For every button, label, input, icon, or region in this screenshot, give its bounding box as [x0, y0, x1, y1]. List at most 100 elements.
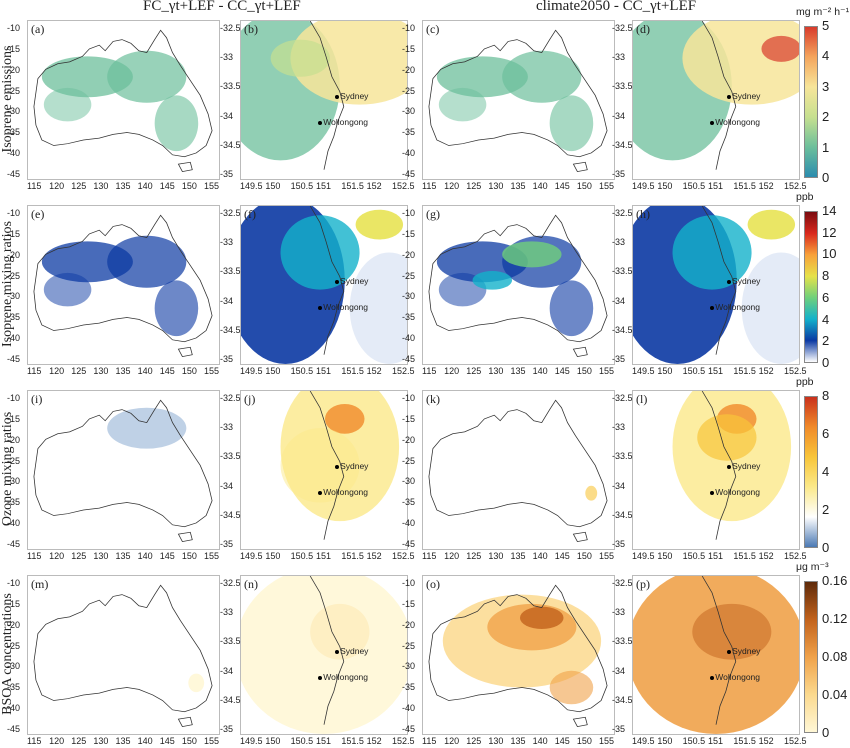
colorbar-tick-label: 4: [822, 48, 830, 64]
colorbar-tick-label: 0.16: [822, 573, 848, 588]
y-tick-label: -35: [7, 312, 21, 323]
field-wash: [633, 576, 799, 734]
y-tick-label: -30: [402, 476, 416, 487]
australia-map: [428, 214, 608, 357]
x-tick-label: 150: [576, 736, 592, 746]
y-tick-label: -45: [402, 354, 416, 364]
x-tick-label: 135: [115, 366, 131, 376]
field-blob: [290, 21, 407, 105]
y-tick-label: -20: [402, 434, 416, 445]
y-tick-label: -34: [220, 480, 234, 491]
map-panel: (c): [422, 20, 615, 180]
y-tick-label: -34: [612, 110, 626, 121]
australia-coastline: [33, 214, 213, 343]
x-tick-label: 125: [466, 366, 482, 376]
x-tick-label: 152.5: [784, 551, 807, 561]
field-wash: [436, 50, 594, 152]
panel-label: (c): [426, 22, 440, 36]
y-tick-label: -33.5: [220, 451, 241, 462]
x-tick-label: 115: [422, 551, 437, 561]
header-right: climate2050 - CC_γt+LEF: [536, 0, 697, 14]
colorbar-unit: ppb: [796, 191, 814, 203]
x-tick-label: 155: [204, 736, 220, 746]
australia-map: [33, 214, 213, 357]
x-tick-label: 150: [265, 181, 281, 191]
y-tick-label: -15: [402, 228, 416, 239]
y-tick-label: -33.5: [612, 636, 633, 647]
colorbar-tick-label: 6: [822, 426, 830, 441]
row-label: Isoprene emissions: [0, 45, 15, 153]
field-blob: [549, 670, 594, 705]
y-tick-label: -33.5: [612, 81, 633, 92]
y-tick-label: -34.5: [220, 139, 241, 150]
tasmania-coastline: [572, 716, 588, 727]
sydney-region-map: [633, 21, 799, 170]
sydney-region-map: [241, 576, 407, 734]
y-tick-label: -30: [7, 661, 21, 672]
x-tick-label: 151: [316, 736, 332, 746]
x-tick-label: 130: [488, 736, 504, 746]
tasmania-coastline: [177, 531, 193, 542]
y-tick-label: -30: [7, 476, 21, 487]
y-tick-label: -35: [220, 169, 234, 179]
field-wash: [41, 235, 199, 337]
x-tick-label: 135: [510, 366, 526, 376]
field-blob: [502, 50, 582, 103]
x-tick-label: 125: [71, 366, 87, 376]
y-tick-label: -34.5: [220, 694, 241, 705]
y-tick-label: -20: [402, 249, 416, 260]
field-wash: [672, 391, 792, 522]
y-tick-label: -33.5: [220, 636, 241, 647]
field-wash: [633, 206, 799, 364]
x-tick-label: 151.5: [341, 366, 364, 376]
field-blob: [41, 56, 133, 98]
x-tick-label: 130: [93, 181, 109, 191]
y-tick-label: -33: [220, 52, 234, 63]
map-panel: (n) Sydney Wollongong: [240, 575, 408, 735]
x-tick-label: 151.5: [733, 736, 756, 746]
city-wollongong: Wollongong: [710, 117, 760, 127]
sydney-region-map: [633, 576, 799, 734]
map-panel: (h) Sydney Wollongong: [632, 205, 800, 365]
panel-label: (h): [636, 207, 650, 221]
y-tick-label: -35: [220, 539, 234, 549]
field-wash: [442, 594, 602, 705]
x-tick-label: 151: [316, 181, 332, 191]
y-tick-label: -15: [402, 413, 416, 424]
y-tick-label: -35: [612, 724, 626, 734]
x-tick-label: 150: [181, 181, 197, 191]
y-tick-label: -45: [402, 539, 416, 549]
x-tick-label: 150: [657, 736, 673, 746]
y-tick-label: -20: [7, 434, 21, 445]
map-panel: (p) Sydney Wollongong: [632, 575, 800, 735]
x-tick-label: 152.5: [392, 736, 415, 746]
y-tick-label: -34.5: [220, 324, 241, 335]
panel-label: (p): [636, 577, 650, 591]
map-panel: (e): [27, 205, 220, 365]
map-panel: (f) Sydney Wollongong: [240, 205, 408, 365]
colorbar-tick-label: 0: [822, 540, 830, 555]
y-tick-label: -32.5: [612, 578, 633, 588]
y-tick-label: -15: [7, 228, 21, 239]
x-tick-label: 135: [115, 736, 131, 746]
city-marker: [710, 305, 715, 310]
city-label: Wollongong: [715, 302, 761, 312]
field-wash: [436, 235, 594, 337]
sydney-region-map: [672, 391, 792, 540]
field-blob: [43, 87, 92, 122]
panel-label: (b): [244, 22, 258, 36]
colorbar-tick-label: 0.04: [822, 687, 848, 702]
x-tick-label: 140: [137, 181, 153, 191]
tasmania-coastline: [572, 531, 588, 542]
y-tick-label: -32.5: [220, 208, 241, 218]
x-tick-label: 149.5: [240, 366, 263, 376]
field-blob: [310, 603, 370, 660]
field-blob: [672, 215, 752, 290]
nsw-coastline: [701, 21, 737, 170]
x-tick-label: 140: [137, 736, 153, 746]
australia-map: [428, 584, 608, 727]
city-label: Sydney: [732, 646, 761, 657]
field-blob: [549, 95, 594, 152]
field-wash: [241, 206, 407, 364]
nsw-coastline: [701, 206, 737, 355]
